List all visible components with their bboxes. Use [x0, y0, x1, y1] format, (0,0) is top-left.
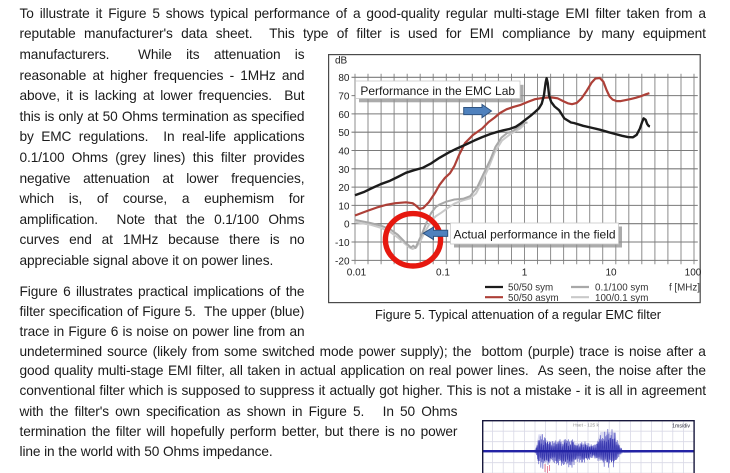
svg-text:60: 60: [338, 110, 350, 121]
svg-text:80: 80: [338, 73, 350, 84]
svg-text:-20: -20: [335, 256, 350, 267]
svg-text:0: 0: [344, 220, 350, 231]
svg-text:40: 40: [338, 146, 350, 157]
svg-text:1ms/div: 1ms/div: [672, 424, 690, 430]
svg-text:10: 10: [605, 267, 617, 278]
svg-text:0.1: 0.1: [436, 267, 450, 278]
svg-text:50/50 asym: 50/50 asym: [508, 293, 559, 304]
svg-text:50/50 sym: 50/50 sym: [508, 283, 553, 294]
svg-text:50: 50: [338, 128, 350, 139]
svg-text:30: 30: [338, 165, 350, 176]
svg-text:dB: dB: [335, 56, 348, 67]
svg-text:-10: -10: [335, 238, 350, 249]
svg-text:0.01: 0.01: [347, 267, 367, 278]
svg-text:0.1/100 sym: 0.1/100 sym: [595, 283, 648, 294]
svg-text:70: 70: [338, 92, 350, 103]
svg-text:Actual performance in the fiel: Actual performance in the field: [453, 227, 615, 241]
svg-text:Performance in the EMC Lab: Performance in the EMC Lab: [360, 84, 515, 98]
svg-text:100/0.1 sym: 100/0.1 sym: [595, 293, 648, 304]
svg-text:20: 20: [338, 183, 350, 194]
svg-text:100: 100: [685, 267, 702, 278]
svg-text:f [MHz]: f [MHz]: [669, 283, 700, 294]
svg-text:10: 10: [338, 201, 350, 212]
svg-text:1: 1: [522, 267, 528, 278]
svg-text:Hset - 125 k: Hset - 125 k: [573, 423, 599, 429]
